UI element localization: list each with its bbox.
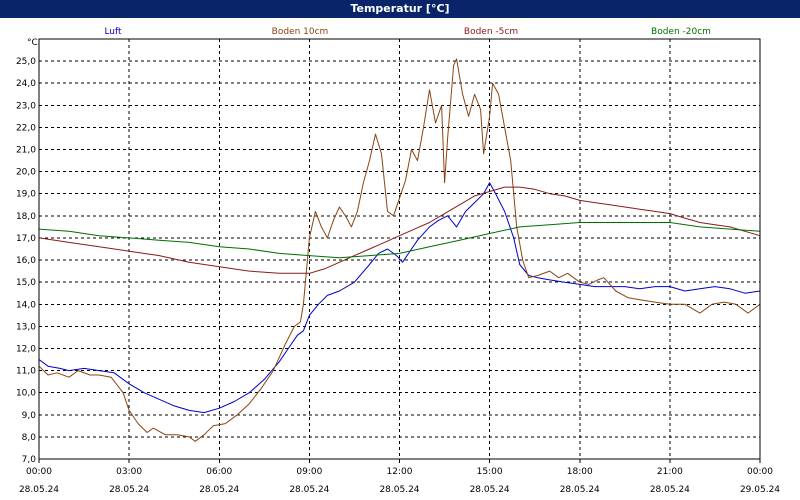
x-tick-time: 09:00: [296, 467, 322, 477]
y-tick-label: 20,0: [16, 168, 36, 178]
y-tick-label: 11,0: [16, 367, 36, 377]
y-tick-label: 16,0: [16, 256, 36, 266]
legend-entry: Boden -5cm: [464, 27, 518, 37]
x-tick-date: 28.05.24: [19, 485, 59, 495]
legend-entry: Luft: [104, 27, 122, 37]
x-tick-date: 28.05.24: [289, 485, 329, 495]
y-axis-label: °C: [27, 38, 38, 48]
y-tick-label: 14,0: [16, 300, 36, 310]
x-tick-time: 03:00: [116, 467, 142, 477]
x-tick-date: 28.05.24: [379, 485, 419, 495]
y-tick-label: 8,0: [22, 433, 37, 443]
x-tick-date: 28.05.24: [109, 485, 149, 495]
x-tick-time: 18:00: [567, 467, 593, 477]
series-line-boden-20cm: [38, 222, 761, 259]
y-tick-label: 17,0: [16, 234, 36, 244]
plot-frame: [38, 38, 761, 460]
x-tick-time: 12:00: [387, 467, 413, 477]
x-tick-date: 29.05.24: [740, 485, 780, 495]
x-tick-date: 28.05.24: [199, 485, 239, 495]
y-tick-label: 21,0: [16, 146, 36, 156]
y-tick-label: 23,0: [16, 101, 36, 111]
x-tick-time: 00:00: [26, 467, 52, 477]
series-line-boden-10cm: [38, 58, 761, 442]
x-tick-time: 06:00: [206, 467, 232, 477]
x-tick-time: 00:00: [747, 467, 773, 477]
y-tick-label: 22,0: [16, 123, 36, 133]
legend-entry: Boden 10cm: [272, 27, 329, 37]
temperature-chart: 7,0 8,0 9,0 10,0 11,0 12,0 13,0 14,0 15,0 16,0 17,…: [16, 27, 780, 495]
x-tick-date: 28.05.24: [650, 485, 690, 495]
window-title: Temperatur [°C]: [0, 0, 800, 18]
y-tick-label: 18,0: [16, 212, 36, 222]
x-tick-date: 28.05.24: [560, 485, 600, 495]
y-tick-label: 7,0: [22, 455, 37, 465]
series-line-boden-5cm: [38, 186, 761, 274]
y-tick-label: 13,0: [16, 322, 36, 332]
x-tick-time: 15:00: [477, 467, 503, 477]
legend-entry: Boden -20cm: [651, 27, 711, 37]
y-tick-label: 25,0: [16, 57, 36, 67]
y-tick-label: 15,0: [16, 278, 36, 288]
x-tick-date: 28.05.24: [470, 485, 510, 495]
y-tick-label: 19,0: [16, 190, 36, 200]
y-tick-label: 9,0: [22, 411, 37, 421]
y-tick-label: 10,0: [16, 389, 36, 399]
y-tick-label: 24,0: [16, 79, 36, 89]
series-line-luft: [38, 182, 761, 414]
y-tick-label: 12,0: [16, 344, 36, 354]
x-tick-time: 21:00: [657, 467, 683, 477]
